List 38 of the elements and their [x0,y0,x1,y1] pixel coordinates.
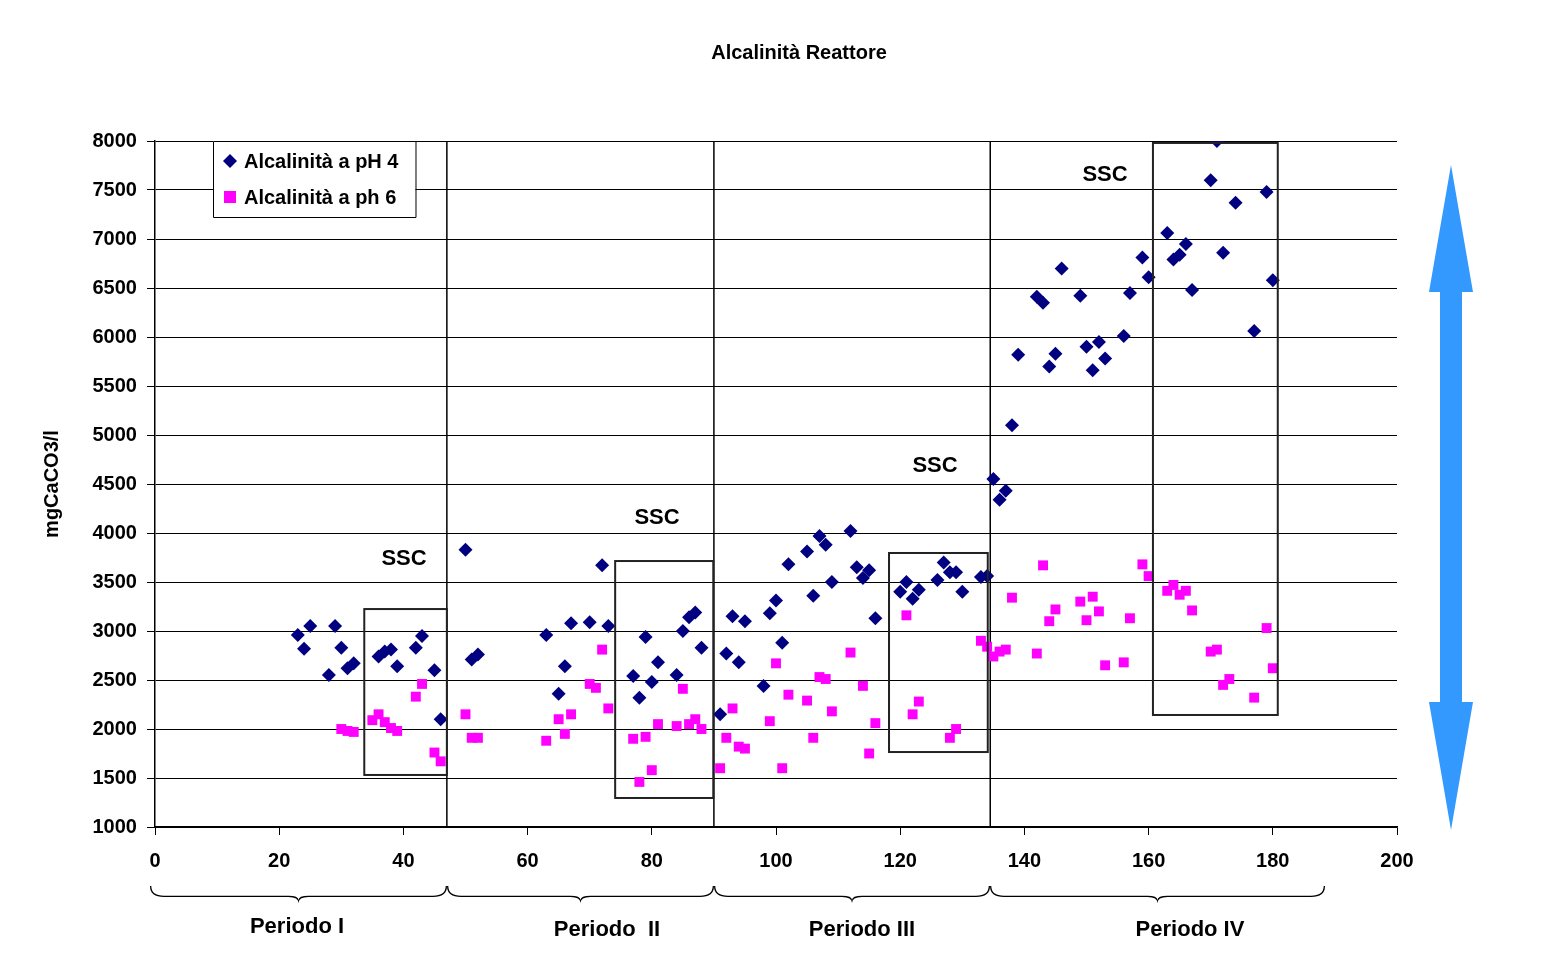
y-tick-label: 4500 [92,471,137,494]
x-tick-label: 40 [392,848,415,871]
y-tick-label: 1000 [92,814,137,837]
y-tick-label: 2500 [92,667,137,690]
x-tick-label: 80 [640,848,663,871]
y-tick-label: 5000 [92,422,137,445]
annotation: SSC [912,452,958,478]
text: Periodo II [553,916,661,942]
y-tick-label: 3500 [92,569,137,592]
text: Periodo IV [1135,916,1245,942]
y-tick-label: 1500 [92,765,137,788]
x-tick-label: 20 [268,848,291,871]
annotation: SSC [381,545,427,571]
x-tick-label: 180 [1256,848,1290,871]
y-tick-label: 7000 [92,226,137,249]
y-tick-label: 7500 [92,177,137,200]
y-tick-label: 3000 [92,618,137,641]
x-tick-label: 200 [1380,848,1414,871]
annotation: SSC [1082,161,1128,187]
legend-label: Alcalinità a ph 6 [244,185,397,208]
y-tick-label: 6000 [92,324,137,347]
x-tick-label: 160 [1131,848,1166,871]
y-axis-title: mgCaCO3/l [39,430,62,538]
y-tick-label: 2000 [92,716,137,739]
annotation: SSC [634,504,680,530]
x-tick-label: 100 [759,848,793,871]
x-tick-label: 140 [1007,848,1042,871]
y-tick-label: 4000 [92,520,137,543]
y-tick-label: 8000 [92,128,137,151]
x-tick-label: 0 [149,848,161,871]
y-tick-label: 6500 [92,275,137,298]
x-tick-label: 120 [883,848,917,871]
text: Periodo I [249,913,345,939]
text: Periodo III [808,916,916,942]
x-tick-label: 60 [516,848,539,871]
y-tick-label: 5500 [92,373,137,396]
chart-title: Alcalinità Reattore [711,40,887,63]
legend-label: Alcalinità a pH 4 [244,149,400,172]
